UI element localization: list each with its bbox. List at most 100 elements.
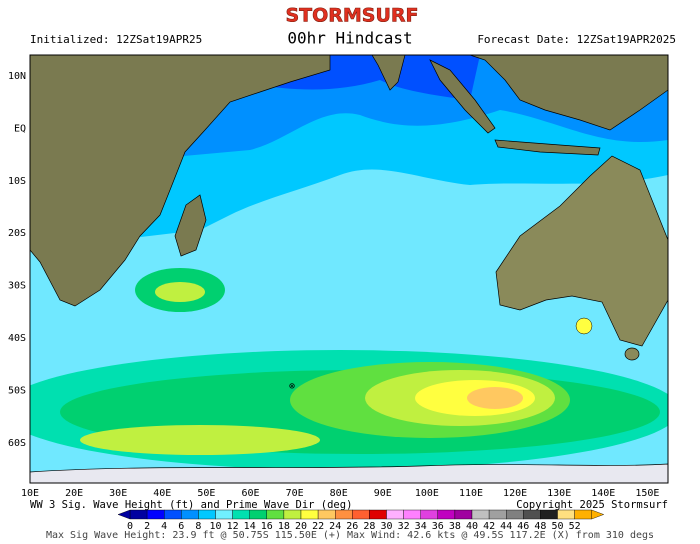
- colorbar-swatch: [283, 509, 302, 520]
- forecast-date: Forecast Date: 12ZSat19APR2025: [477, 33, 676, 46]
- wave-zone: [155, 282, 205, 302]
- land: [174, 194, 207, 257]
- max-info: Max Sig Wave Height: 23.9 ft @ 50.75S 11…: [46, 530, 654, 540]
- colorbar-label: 18: [278, 521, 290, 532]
- lat-label: 40S: [8, 333, 26, 344]
- lat-label: 10S: [8, 176, 26, 187]
- colorbar-swatch: [317, 509, 336, 520]
- storm-marker: [575, 317, 593, 335]
- lon-label: 30E: [109, 488, 127, 499]
- colorbar-label: 8: [195, 521, 201, 532]
- lat-label: 10N: [8, 71, 26, 82]
- wave-zone: [467, 387, 523, 409]
- colorbar-swatch: [232, 509, 250, 520]
- max-marker: ⊗: [289, 381, 295, 392]
- colorbar-swatch: [471, 509, 490, 520]
- colorbar-swatch: [540, 509, 558, 520]
- lon-label: 110E: [459, 488, 483, 499]
- colorbar-label: 32: [398, 521, 410, 532]
- colorbar-label: 22: [312, 521, 324, 532]
- colorbar-swatch: [335, 509, 353, 520]
- colorbar-swatch: [420, 509, 439, 520]
- colorbar-swatch: [437, 509, 456, 520]
- colorbar-label: 20: [295, 521, 307, 532]
- colorbar-swatch: [557, 509, 575, 520]
- colorbar-label: 48: [534, 521, 546, 532]
- colorbar-swatch: [163, 509, 182, 520]
- wave-zone: [80, 425, 320, 455]
- colorbar-label: 34: [415, 521, 427, 532]
- colorbar-label: 0: [127, 521, 133, 532]
- colorbar-label: 4: [161, 521, 167, 532]
- colorbar-swatch: [181, 509, 199, 520]
- copyright: Copyright 2025 Stormsurf: [516, 499, 668, 511]
- colorbar-swatch: [198, 509, 216, 520]
- lon-label: 40E: [153, 488, 171, 499]
- colorbar-label: 40: [466, 521, 478, 532]
- lat-label: EQ: [14, 123, 26, 134]
- land: [429, 59, 496, 134]
- lat-label: 30S: [8, 281, 26, 292]
- initialized: Initialized: 12ZSat19APR25: [30, 33, 202, 46]
- colorbar-label: 50: [551, 521, 563, 532]
- colorbar-label: 12: [227, 521, 239, 532]
- colorbar-swatch: [129, 509, 148, 520]
- colorbar-label: 14: [244, 521, 256, 532]
- colorbar-label: 10: [209, 521, 221, 532]
- colorbar-label: 38: [449, 521, 461, 532]
- legend-title: WW 3 Sig. Wave Height (ft) and Prime Wav…: [30, 499, 352, 511]
- lon-label: 60E: [241, 488, 259, 499]
- colorbar-swatch: [146, 509, 165, 520]
- colorbar-swatch: [352, 509, 370, 520]
- land: [371, 55, 406, 91]
- title: 00hr Hindcast: [287, 29, 412, 48]
- lon-label: 150E: [635, 488, 659, 499]
- lat-label: 20S: [8, 228, 26, 239]
- lon-label: 80E: [330, 488, 348, 499]
- colorbar-end: [591, 509, 605, 520]
- land: [469, 55, 668, 131]
- lon-label: 120E: [503, 488, 527, 499]
- colorbar-label: 6: [178, 521, 184, 532]
- colorbar-label: 36: [432, 521, 444, 532]
- colorbar-swatch: [386, 509, 404, 520]
- colorbar-label: 30: [380, 521, 392, 532]
- land: [495, 155, 668, 347]
- colorbar-swatch: [574, 509, 592, 520]
- colorbar-swatch: [506, 509, 524, 520]
- colorbar-label: 28: [363, 521, 375, 532]
- map-frame: [29, 54, 669, 484]
- land: [30, 55, 331, 307]
- colorbar-swatch: [523, 509, 541, 520]
- lon-label: 70E: [286, 488, 304, 499]
- colorbar-label: 42: [483, 521, 495, 532]
- land: [494, 139, 601, 156]
- colorbar-swatch: [454, 509, 473, 520]
- colorbar-swatch: [215, 509, 233, 520]
- colorbar-swatch: [488, 509, 507, 520]
- colorbar-label: 2: [144, 521, 150, 532]
- brand: STORMSURF: [285, 5, 418, 27]
- lon-label: 130E: [547, 488, 571, 499]
- colorbar-swatch: [369, 509, 387, 520]
- colorbar-label: 16: [261, 521, 273, 532]
- colorbar-swatch: [249, 509, 267, 520]
- colorbar-swatch: [403, 509, 421, 520]
- colorbar-label: 26: [346, 521, 358, 532]
- colorbar-swatch: [266, 509, 285, 520]
- lon-label: 10E: [21, 488, 39, 499]
- colorbar-label: 46: [517, 521, 529, 532]
- lat-label: 60S: [8, 438, 26, 449]
- antarctica: [30, 463, 668, 483]
- colorbar-label: 44: [500, 521, 512, 532]
- land: [624, 347, 640, 361]
- lon-label: 20E: [65, 488, 83, 499]
- map: ⊗: [30, 55, 668, 483]
- colorbar-label: 24: [329, 521, 341, 532]
- lon-label: 100E: [415, 488, 439, 499]
- colorbar-label: 52: [569, 521, 581, 532]
- lon-label: 50E: [197, 488, 215, 499]
- lat-label: 50S: [8, 385, 26, 396]
- lon-label: 140E: [591, 488, 615, 499]
- colorbar-swatch: [300, 509, 319, 520]
